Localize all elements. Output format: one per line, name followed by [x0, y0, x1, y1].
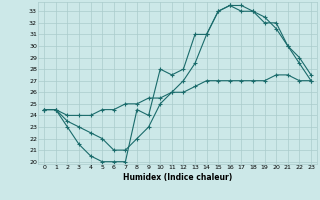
X-axis label: Humidex (Indice chaleur): Humidex (Indice chaleur)	[123, 173, 232, 182]
